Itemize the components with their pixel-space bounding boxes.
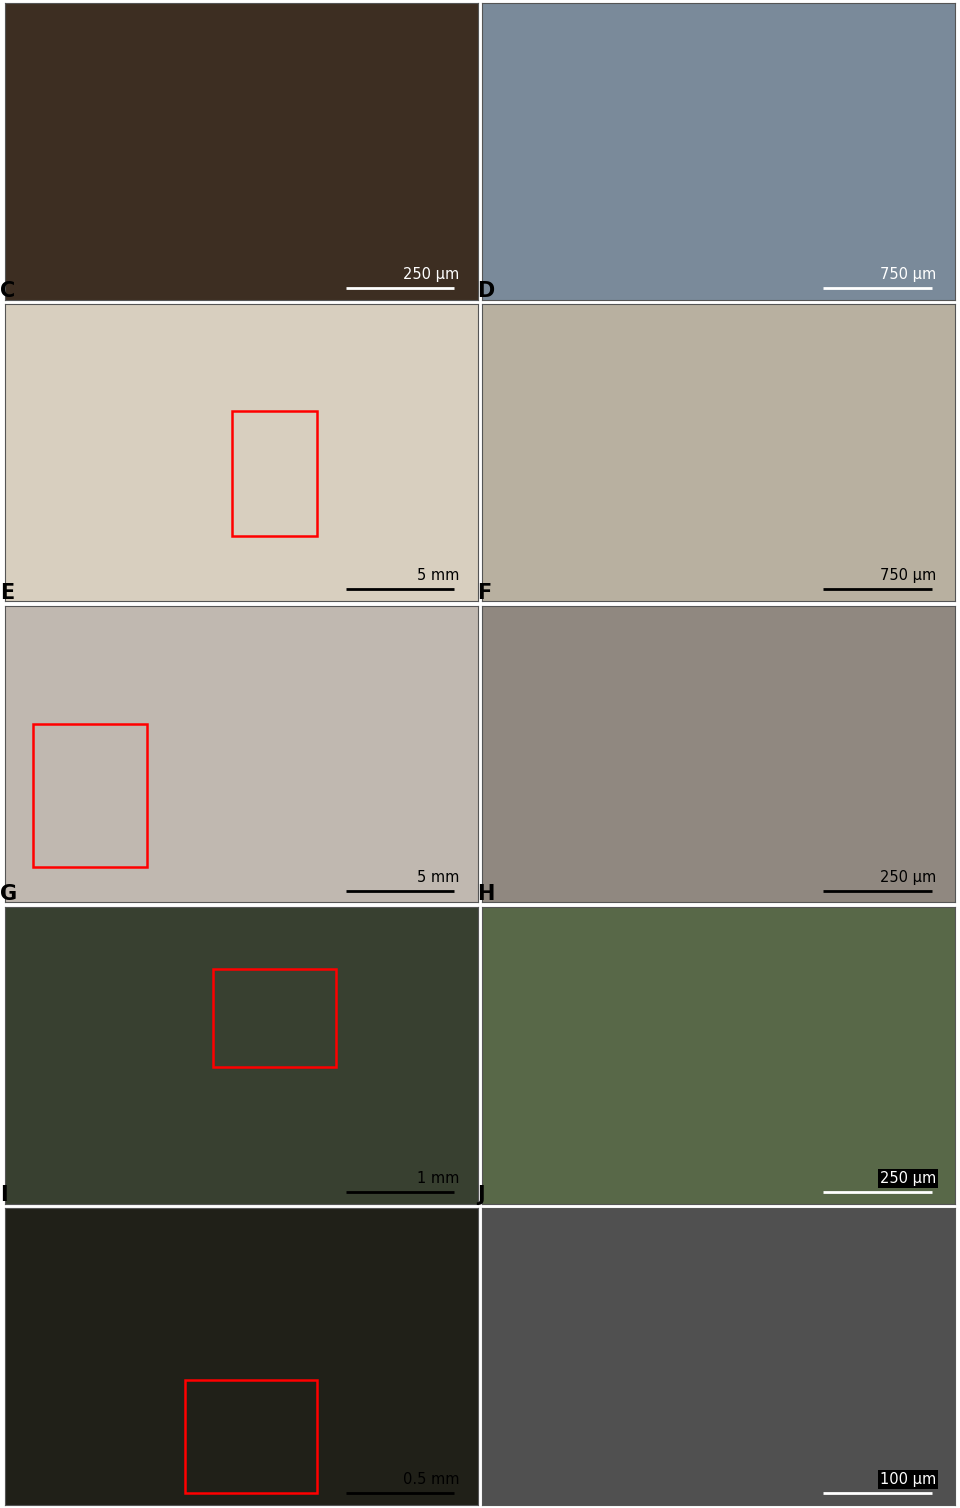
- Text: 5 mm: 5 mm: [417, 870, 459, 885]
- Text: E: E: [0, 582, 14, 603]
- Text: J: J: [477, 1185, 485, 1205]
- Text: C: C: [0, 282, 15, 302]
- Text: 250 μm: 250 μm: [403, 267, 459, 282]
- Text: I: I: [0, 1185, 8, 1205]
- Text: G: G: [0, 884, 17, 903]
- Text: F: F: [477, 582, 492, 603]
- Text: H: H: [477, 884, 494, 903]
- Text: 250 μm: 250 μm: [880, 1170, 936, 1185]
- Text: 1 mm: 1 mm: [417, 1170, 459, 1185]
- Text: 100 μm: 100 μm: [880, 1472, 936, 1487]
- Text: 0.5 mm: 0.5 mm: [402, 1472, 459, 1487]
- Text: 5 mm: 5 mm: [417, 569, 459, 584]
- Text: 250 μm: 250 μm: [880, 870, 936, 885]
- Text: D: D: [477, 282, 494, 302]
- Text: 750 μm: 750 μm: [880, 267, 936, 282]
- Text: 750 μm: 750 μm: [880, 569, 936, 584]
